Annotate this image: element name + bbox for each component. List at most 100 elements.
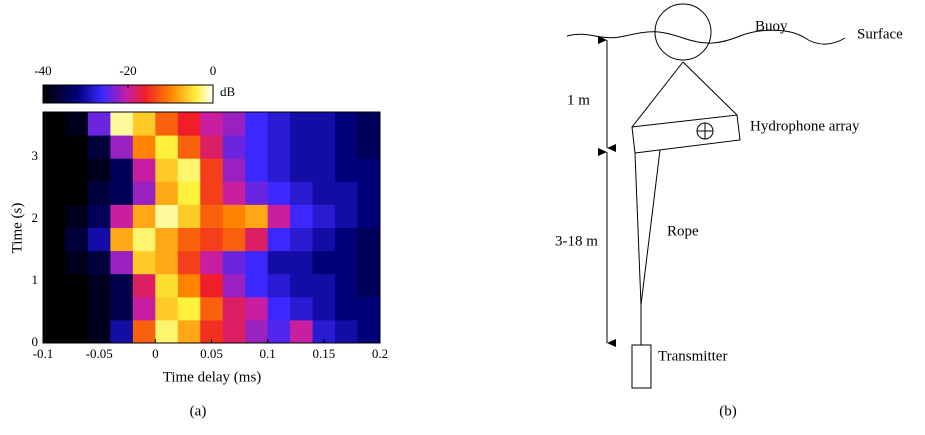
- heatmap-cell: [43, 297, 66, 321]
- heatmap-cell: [223, 274, 246, 298]
- heatmap-cell: [155, 158, 178, 182]
- heatmap-cell: [133, 135, 156, 159]
- page: -0.1-0.0500.050.10.150.20123-40-200 (a) …: [0, 0, 925, 435]
- heatmap-cell: [200, 274, 223, 298]
- heatmap-cell: [358, 135, 381, 159]
- colorbar-tick-label: 0: [210, 63, 217, 78]
- heatmap-cell: [65, 320, 88, 344]
- heatmap-cell: [223, 320, 246, 344]
- heatmap-cell: [290, 112, 313, 136]
- heatmap-cell: [110, 204, 133, 228]
- heatmap-cell: [155, 204, 178, 228]
- heatmap-cell: [313, 181, 336, 205]
- heatmap-cell: [200, 204, 223, 228]
- heatmap-cell: [335, 228, 358, 252]
- distance-label: 1 m: [567, 92, 590, 108]
- heatmap-cell: [65, 297, 88, 321]
- heatmap-cell: [110, 297, 133, 321]
- heatmap-cell: [358, 251, 381, 275]
- colorbar-label: dB: [220, 84, 236, 99]
- heatmap-cell: [200, 297, 223, 321]
- heatmap-cell: [155, 228, 178, 252]
- heatmap-cell: [313, 135, 336, 159]
- heatmap-cell: [358, 228, 381, 252]
- heatmap-cell: [335, 251, 358, 275]
- heatmap-cell: [335, 112, 358, 136]
- rope-line: [641, 150, 660, 305]
- heatmap-cell: [245, 158, 268, 182]
- y-tick-label: 3: [32, 148, 39, 163]
- heatmap-cell: [88, 204, 111, 228]
- transmitter-shape: [632, 345, 651, 388]
- heatmap-cell: [155, 181, 178, 205]
- heatmap-cell: [245, 320, 268, 344]
- x-tick-label: 0.2: [372, 346, 388, 361]
- heatmap-cell: [43, 158, 66, 182]
- heatmap-cell: [178, 274, 201, 298]
- heatmap-cell: [178, 320, 201, 344]
- x-tick-label: 0.05: [200, 346, 223, 361]
- heatmap-cell: [88, 135, 111, 159]
- heatmap-cell: [155, 251, 178, 275]
- y-tick-label: 1: [32, 272, 39, 287]
- y-tick-label: 0: [32, 334, 39, 349]
- heatmap-cell: [358, 112, 381, 136]
- heatmap-cell: [358, 158, 381, 182]
- heatmap-cell: [268, 135, 291, 159]
- heatmap-cell: [88, 158, 111, 182]
- heatmap-cell: [335, 297, 358, 321]
- heatmap-cell: [178, 158, 201, 182]
- colorbar-tick-label: -20: [119, 63, 136, 78]
- x-tick-label: 0.1: [260, 346, 276, 361]
- heatmap-cell: [313, 251, 336, 275]
- heatmap-cell: [290, 297, 313, 321]
- heatmap-cell: [65, 274, 88, 298]
- heatmap-cell: [268, 297, 291, 321]
- x-axis-label: Time delay (ms): [163, 369, 262, 385]
- heatmap-cell: [133, 112, 156, 136]
- heatmap-cell: [88, 297, 111, 321]
- heatmap-cell: [268, 181, 291, 205]
- heatmap-cell: [110, 112, 133, 136]
- heatmap-cell: [268, 251, 291, 275]
- heatmap-cell: [178, 228, 201, 252]
- heatmap-cell: [133, 274, 156, 298]
- heatmap-cell: [335, 158, 358, 182]
- heatmap-cell: [43, 228, 66, 252]
- heatmap-cell: [200, 228, 223, 252]
- heatmap-cell: [133, 228, 156, 252]
- heatmap-cell: [335, 274, 358, 298]
- heatmap-cell: [223, 228, 246, 252]
- rope-line: [635, 153, 641, 305]
- heatmap-cell: [245, 181, 268, 205]
- heatmap-cell: [110, 181, 133, 205]
- heatmap-cell: [88, 112, 111, 136]
- heatmap-cell: [245, 204, 268, 228]
- heatmap-cell: [88, 251, 111, 275]
- heatmap-cell: [133, 181, 156, 205]
- heatmap-cell: [268, 228, 291, 252]
- heatmap-cell: [358, 274, 381, 298]
- line: [683, 62, 737, 115]
- heatmap-cell: [290, 251, 313, 275]
- heatmap-cell: [155, 135, 178, 159]
- heatmap-cell: [335, 181, 358, 205]
- heatmap-cell: [155, 297, 178, 321]
- heatmap-cell: [290, 158, 313, 182]
- heatmap-cell: [178, 181, 201, 205]
- rope-label: Rope: [667, 223, 699, 239]
- heatmap-cell: [290, 135, 313, 159]
- heatmap-cell: [290, 228, 313, 252]
- heatmap-cell: [133, 204, 156, 228]
- heatmap-cell: [358, 320, 381, 344]
- heatmap-cell: [65, 158, 88, 182]
- heatmap-cell: [223, 251, 246, 275]
- heatmap-cell: [200, 112, 223, 136]
- heatmap-cell: [110, 228, 133, 252]
- line: [632, 62, 683, 127]
- heatmap-cell: [358, 297, 381, 321]
- array-shape: [632, 115, 740, 153]
- panel-b: [567, 4, 845, 388]
- heatmap-cell: [245, 228, 268, 252]
- heatmap-cell: [335, 135, 358, 159]
